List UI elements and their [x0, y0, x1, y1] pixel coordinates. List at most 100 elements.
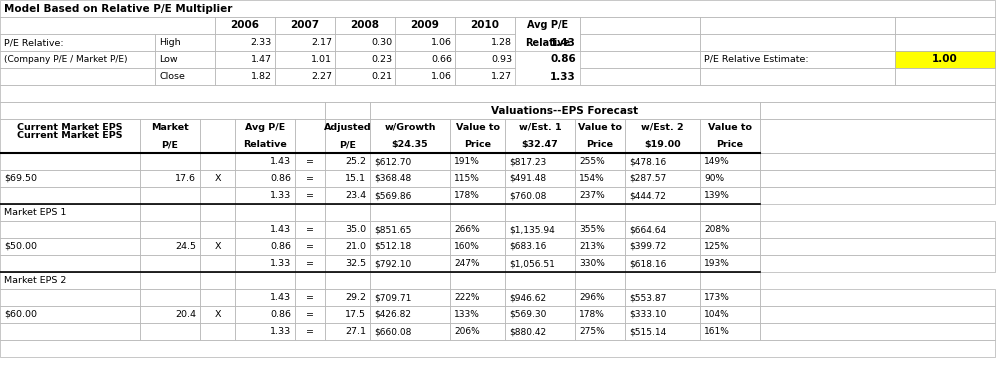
- Bar: [0, 221, 140, 238]
- Text: 21.0: 21.0: [345, 242, 366, 251]
- Text: $851.65: $851.65: [374, 225, 411, 234]
- Bar: [295, 289, 325, 306]
- Bar: [0, 204, 140, 221]
- Bar: [450, 187, 505, 204]
- Text: 206%: 206%: [454, 327, 480, 336]
- Bar: [575, 119, 625, 153]
- Text: 0.23: 0.23: [371, 55, 392, 64]
- Bar: [625, 272, 700, 289]
- Bar: [325, 272, 370, 289]
- Text: 178%: 178%: [454, 191, 480, 200]
- Bar: [295, 238, 325, 255]
- Text: $287.57: $287.57: [629, 174, 666, 183]
- Bar: [760, 255, 995, 272]
- Bar: [155, 34, 215, 51]
- Text: $491.48: $491.48: [509, 174, 546, 183]
- Bar: [700, 272, 760, 289]
- Bar: [580, 34, 700, 51]
- Bar: [895, 51, 995, 68]
- Text: (Company P/E / Market P/E): (Company P/E / Market P/E): [4, 55, 128, 64]
- Bar: [200, 323, 235, 340]
- Bar: [450, 238, 505, 255]
- Bar: [580, 17, 700, 34]
- Text: Avg P/E: Avg P/E: [245, 123, 285, 132]
- Bar: [700, 306, 760, 323]
- Bar: [370, 170, 450, 187]
- Text: Relative: Relative: [243, 140, 287, 149]
- Bar: [370, 238, 450, 255]
- Text: X: X: [214, 310, 221, 319]
- Bar: [0, 306, 140, 323]
- Text: X: X: [214, 242, 221, 251]
- Bar: [700, 17, 895, 34]
- Bar: [700, 255, 760, 272]
- Bar: [140, 170, 200, 187]
- Bar: [450, 204, 505, 221]
- Bar: [325, 323, 370, 340]
- Bar: [235, 187, 295, 204]
- Bar: [325, 102, 370, 119]
- Bar: [325, 119, 370, 153]
- Text: 193%: 193%: [704, 259, 730, 268]
- Text: 25.2: 25.2: [345, 157, 366, 166]
- Bar: [235, 238, 295, 255]
- Bar: [295, 204, 325, 221]
- Text: 1.33: 1.33: [270, 259, 291, 268]
- Text: $426.82: $426.82: [374, 310, 411, 319]
- Bar: [450, 119, 505, 153]
- Text: Price: Price: [716, 140, 744, 149]
- Bar: [505, 187, 575, 204]
- Bar: [895, 34, 995, 51]
- Bar: [155, 68, 215, 85]
- Text: $478.16: $478.16: [629, 157, 666, 166]
- Text: $792.10: $792.10: [374, 259, 411, 268]
- Text: w/Est. 1: w/Est. 1: [519, 123, 561, 132]
- Bar: [625, 255, 700, 272]
- Text: Relative: Relative: [525, 38, 570, 48]
- Text: 2.27: 2.27: [311, 72, 332, 81]
- Bar: [760, 289, 995, 306]
- Text: 2008: 2008: [351, 21, 380, 31]
- Text: 23.4: 23.4: [345, 191, 366, 200]
- Bar: [760, 306, 995, 323]
- Text: $880.42: $880.42: [509, 327, 546, 336]
- Text: 20.4: 20.4: [175, 310, 196, 319]
- Bar: [370, 204, 450, 221]
- Text: 17.5: 17.5: [345, 310, 366, 319]
- Text: =: =: [306, 310, 314, 319]
- Bar: [505, 238, 575, 255]
- Bar: [140, 221, 200, 238]
- Text: 1.33: 1.33: [270, 327, 291, 336]
- Text: $32.47: $32.47: [522, 140, 558, 149]
- Text: Adjusted: Adjusted: [324, 123, 371, 132]
- Bar: [0, 340, 995, 357]
- Bar: [0, 34, 155, 51]
- Text: 1.43: 1.43: [270, 225, 291, 234]
- Bar: [140, 204, 200, 221]
- Bar: [0, 238, 140, 255]
- Bar: [235, 170, 295, 187]
- Text: =: =: [306, 225, 314, 234]
- Bar: [760, 170, 995, 187]
- Bar: [200, 238, 235, 255]
- Text: 90%: 90%: [704, 174, 724, 183]
- Bar: [700, 187, 760, 204]
- Text: =: =: [306, 191, 314, 200]
- Bar: [0, 289, 140, 306]
- Text: $709.71: $709.71: [374, 293, 411, 302]
- Bar: [235, 272, 295, 289]
- Text: Low: Low: [159, 55, 178, 64]
- Bar: [370, 221, 450, 238]
- Bar: [395, 17, 455, 34]
- Bar: [450, 255, 505, 272]
- Text: =: =: [306, 293, 314, 302]
- Bar: [325, 204, 370, 221]
- Bar: [625, 187, 700, 204]
- Text: 1.43: 1.43: [270, 157, 291, 166]
- Text: 125%: 125%: [704, 242, 730, 251]
- Bar: [395, 68, 455, 85]
- Bar: [575, 323, 625, 340]
- Bar: [140, 289, 200, 306]
- Text: 0.66: 0.66: [431, 55, 452, 64]
- Text: Market: Market: [151, 123, 189, 132]
